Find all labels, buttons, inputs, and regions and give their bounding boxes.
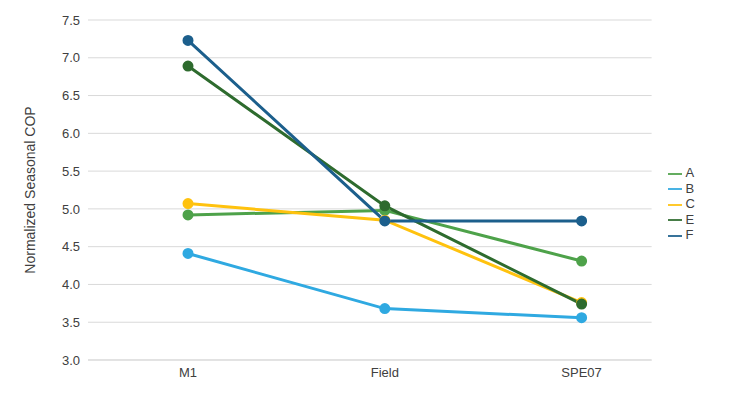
svg-text:7.0: 7.0 xyxy=(62,50,80,65)
html-text:A: A xyxy=(685,165,695,181)
svg-text:Normalized Seasonal COP: Normalized Seasonal COP xyxy=(22,106,38,273)
svg-text:3.0: 3.0 xyxy=(62,353,80,368)
svg-text:M1: M1 xyxy=(179,365,197,380)
svg-text:Field: Field xyxy=(371,365,399,380)
svg-text:4.5: 4.5 xyxy=(62,239,80,254)
svg-text:7.5: 7.5 xyxy=(62,13,80,28)
svg-text:5.0: 5.0 xyxy=(62,202,80,217)
svg-text:6.5: 6.5 xyxy=(62,88,80,103)
svg-text:5.5: 5.5 xyxy=(62,164,80,179)
svg-text:4.0: 4.0 xyxy=(62,277,80,292)
svg-text:SPE07: SPE07 xyxy=(561,365,601,380)
svg-text:3.5: 3.5 xyxy=(62,315,80,330)
html-text:B: B xyxy=(685,180,695,196)
html-text:C: C xyxy=(685,196,695,212)
svg-text:6.0: 6.0 xyxy=(62,126,80,141)
html-text:F: F xyxy=(685,227,694,243)
html-text:E: E xyxy=(685,211,695,227)
